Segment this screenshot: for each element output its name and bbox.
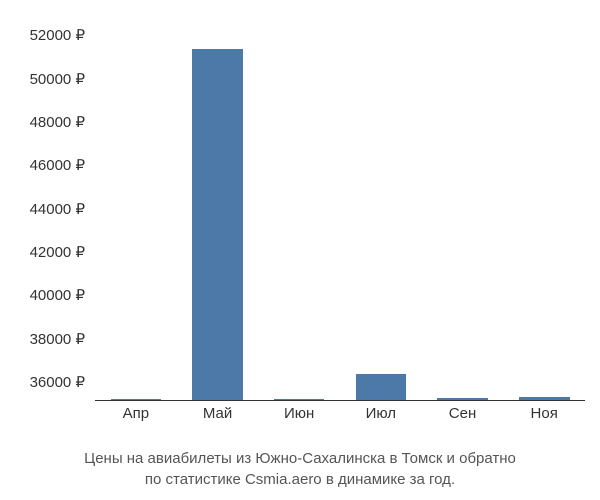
price-chart: 36000 ₽ 38000 ₽ 40000 ₽ 42000 ₽ 44000 ₽ 46000…	[0, 0, 600, 500]
x-tick-label: Ноя	[503, 405, 585, 422]
x-tick-label: Июл	[340, 405, 422, 422]
bar-wrap	[258, 10, 340, 400]
bar-wrap	[95, 10, 177, 400]
bar	[192, 49, 243, 400]
caption-line-1: Цены на авиабилеты из Южно-Сахалинска в …	[84, 450, 516, 467]
y-tick-label: 54000 ₽	[30, 0, 85, 1]
y-tick-label: 40000 ₽	[30, 286, 85, 304]
baseline	[95, 400, 585, 401]
x-tick-label: Май	[177, 405, 259, 422]
plot-area	[95, 10, 585, 400]
y-tick-label: 52000 ₽	[30, 26, 85, 44]
x-tick-label: Сен	[422, 405, 504, 422]
bar-wrap	[177, 10, 259, 400]
bars-container	[95, 10, 585, 400]
y-tick-label: 46000 ₽	[30, 156, 85, 174]
bar	[356, 374, 407, 400]
x-tick-label: Июн	[258, 405, 340, 422]
y-tick-label: 48000 ₽	[30, 113, 85, 131]
y-tick-label: 50000 ₽	[30, 70, 85, 88]
x-tick-label: Апр	[95, 405, 177, 422]
caption-line-2: по статистике Csmia.aero в динамике за г…	[145, 471, 455, 488]
y-tick-label: 36000 ₽	[30, 373, 85, 391]
y-tick-label: 42000 ₽	[30, 243, 85, 261]
bar-wrap	[340, 10, 422, 400]
y-axis: 36000 ₽ 38000 ₽ 40000 ₽ 42000 ₽ 44000 ₽ 46000…	[0, 10, 90, 400]
chart-caption: Цены на авиабилеты из Южно-Сахалинска в …	[0, 448, 600, 490]
bar-wrap	[422, 10, 504, 400]
x-axis-labels: АпрМайИюнИюлСенНоя	[95, 405, 585, 422]
y-tick-label: 38000 ₽	[30, 330, 85, 348]
bar-wrap	[503, 10, 585, 400]
y-tick-label: 44000 ₽	[30, 200, 85, 218]
